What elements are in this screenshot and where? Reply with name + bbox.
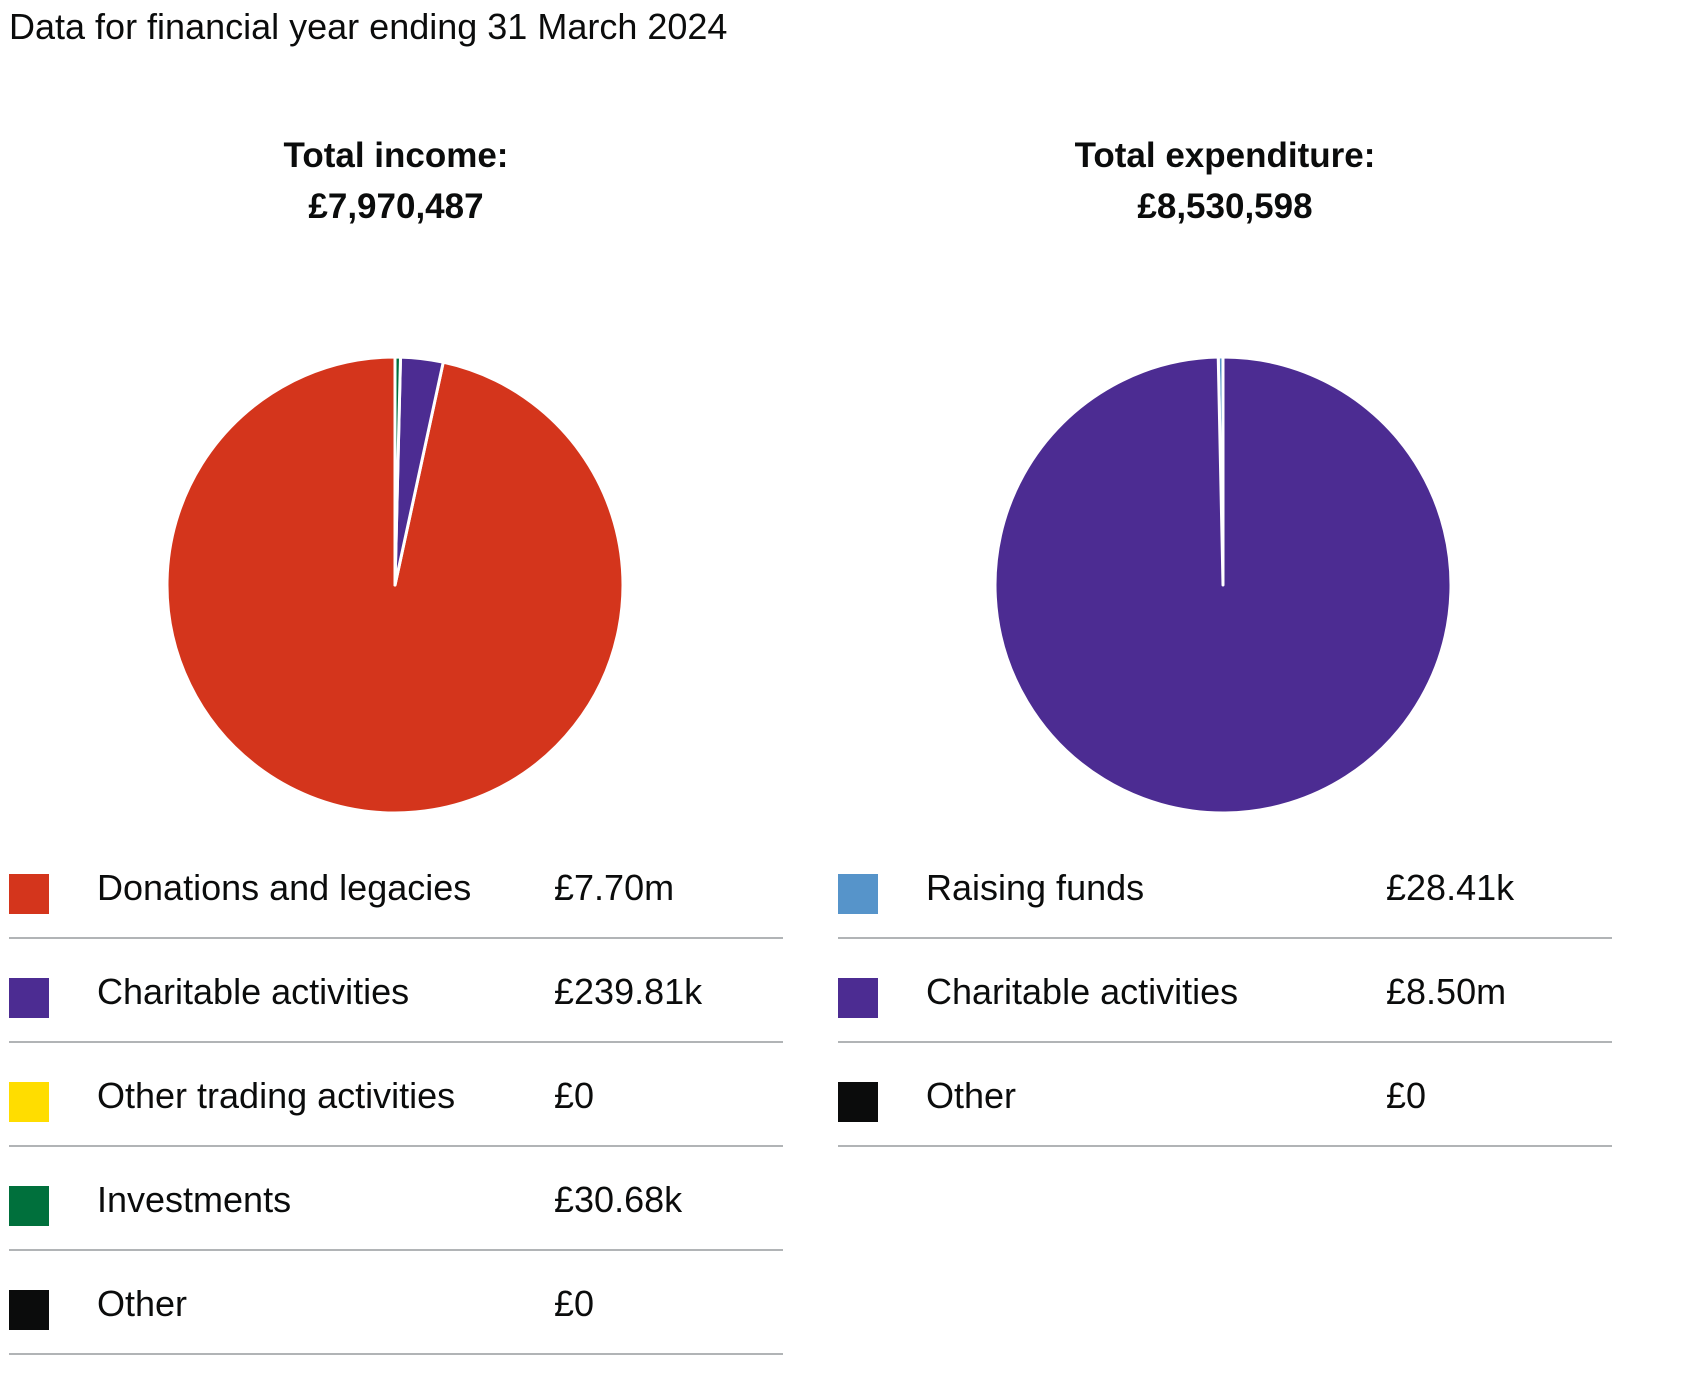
expenditure-legend-value-other: £0 xyxy=(1386,1075,1427,1116)
income-legend-value-charitable-activities: £239.81k xyxy=(554,971,703,1012)
expenditure-legend-label-raising-funds: Raising funds xyxy=(926,867,1145,908)
income-pie-chart xyxy=(145,335,645,835)
expenditure-legend-label-other: Other xyxy=(926,1075,1017,1116)
expenditure-pie-chart xyxy=(973,335,1473,835)
income-pie-svg xyxy=(165,355,625,815)
expenditure-legend-row-raising-funds: Raising funds £28.41k xyxy=(838,835,1612,939)
expenditure-legend-row-other: Other £0 xyxy=(838,1043,1612,1147)
income-legend-swatch-other-trading-activities xyxy=(9,1082,49,1122)
income-legend-swatch-donations-and-legacies xyxy=(9,874,49,914)
income-legend-row-other: Other £0 xyxy=(9,1251,783,1355)
expenditure-legend-swatch-raising-funds xyxy=(838,874,878,914)
income-legend-row-investments: Investments £30.68k xyxy=(9,1147,783,1251)
income-legend-row-charitable-activities: Charitable activities £239.81k xyxy=(9,939,783,1043)
income-legend-label-other: Other xyxy=(97,1283,188,1324)
expenditure-legend-row-charitable-activities: Charitable activities £8.50m xyxy=(838,939,1612,1043)
income-pie-slice-investments xyxy=(393,355,403,587)
income-legend-value-investments: £30.68k xyxy=(554,1179,683,1220)
income-legend-value-other-trading-activities: £0 xyxy=(554,1075,595,1116)
expenditure-legend: Raising funds £28.41k Charitable activitie… xyxy=(838,835,1612,1147)
income-legend-label-donations-and-legacies: Donations and legacies xyxy=(97,867,472,908)
intro-text: Data for financial year ending 31 March … xyxy=(9,6,728,47)
income-legend-label-investments: Investments xyxy=(97,1179,292,1220)
income-legend: Donations and legacies £7.70m Charitable a… xyxy=(9,835,783,1355)
income-legend-row-donations-and-legacies: Donations and legacies £7.70m xyxy=(9,835,783,939)
income-legend-swatch-other xyxy=(9,1290,49,1330)
expenditure-total: £8,530,598 xyxy=(1137,187,1313,226)
expenditure-legend-swatch-other xyxy=(838,1082,878,1122)
income-title-label: Total income: xyxy=(283,136,509,175)
income-legend-value-donations-and-legacies: £7.70m xyxy=(554,867,675,908)
expenditure-legend-value-raising-funds: £28.41k xyxy=(1386,867,1515,908)
expenditure-title-label: Total expenditure: xyxy=(1074,136,1376,175)
expenditure-legend-swatch-charitable-activities xyxy=(838,978,878,1018)
income-total: £7,970,487 xyxy=(308,187,484,226)
expenditure-title: Total expenditure: £8,530,598 xyxy=(838,130,1612,232)
income-legend-value-other: £0 xyxy=(554,1283,595,1324)
expenditure-legend-label-charitable-activities: Charitable activities xyxy=(926,971,1239,1012)
income-legend-label-charitable-activities: Charitable activities xyxy=(97,971,410,1012)
expenditure-pie-svg xyxy=(993,355,1453,815)
income-title: Total income: £7,970,487 xyxy=(9,130,783,232)
income-legend-label-other-trading-activities: Other trading activities xyxy=(97,1075,456,1116)
income-legend-swatch-investments xyxy=(9,1186,49,1226)
expenditure-legend-value-charitable-activities: £8.50m xyxy=(1386,971,1507,1012)
income-legend-swatch-charitable-activities xyxy=(9,978,49,1018)
expenditure-pie-slice-charitable-activities xyxy=(993,355,1453,815)
income-legend-row-other-trading-activities: Other trading activities £0 xyxy=(9,1043,783,1147)
